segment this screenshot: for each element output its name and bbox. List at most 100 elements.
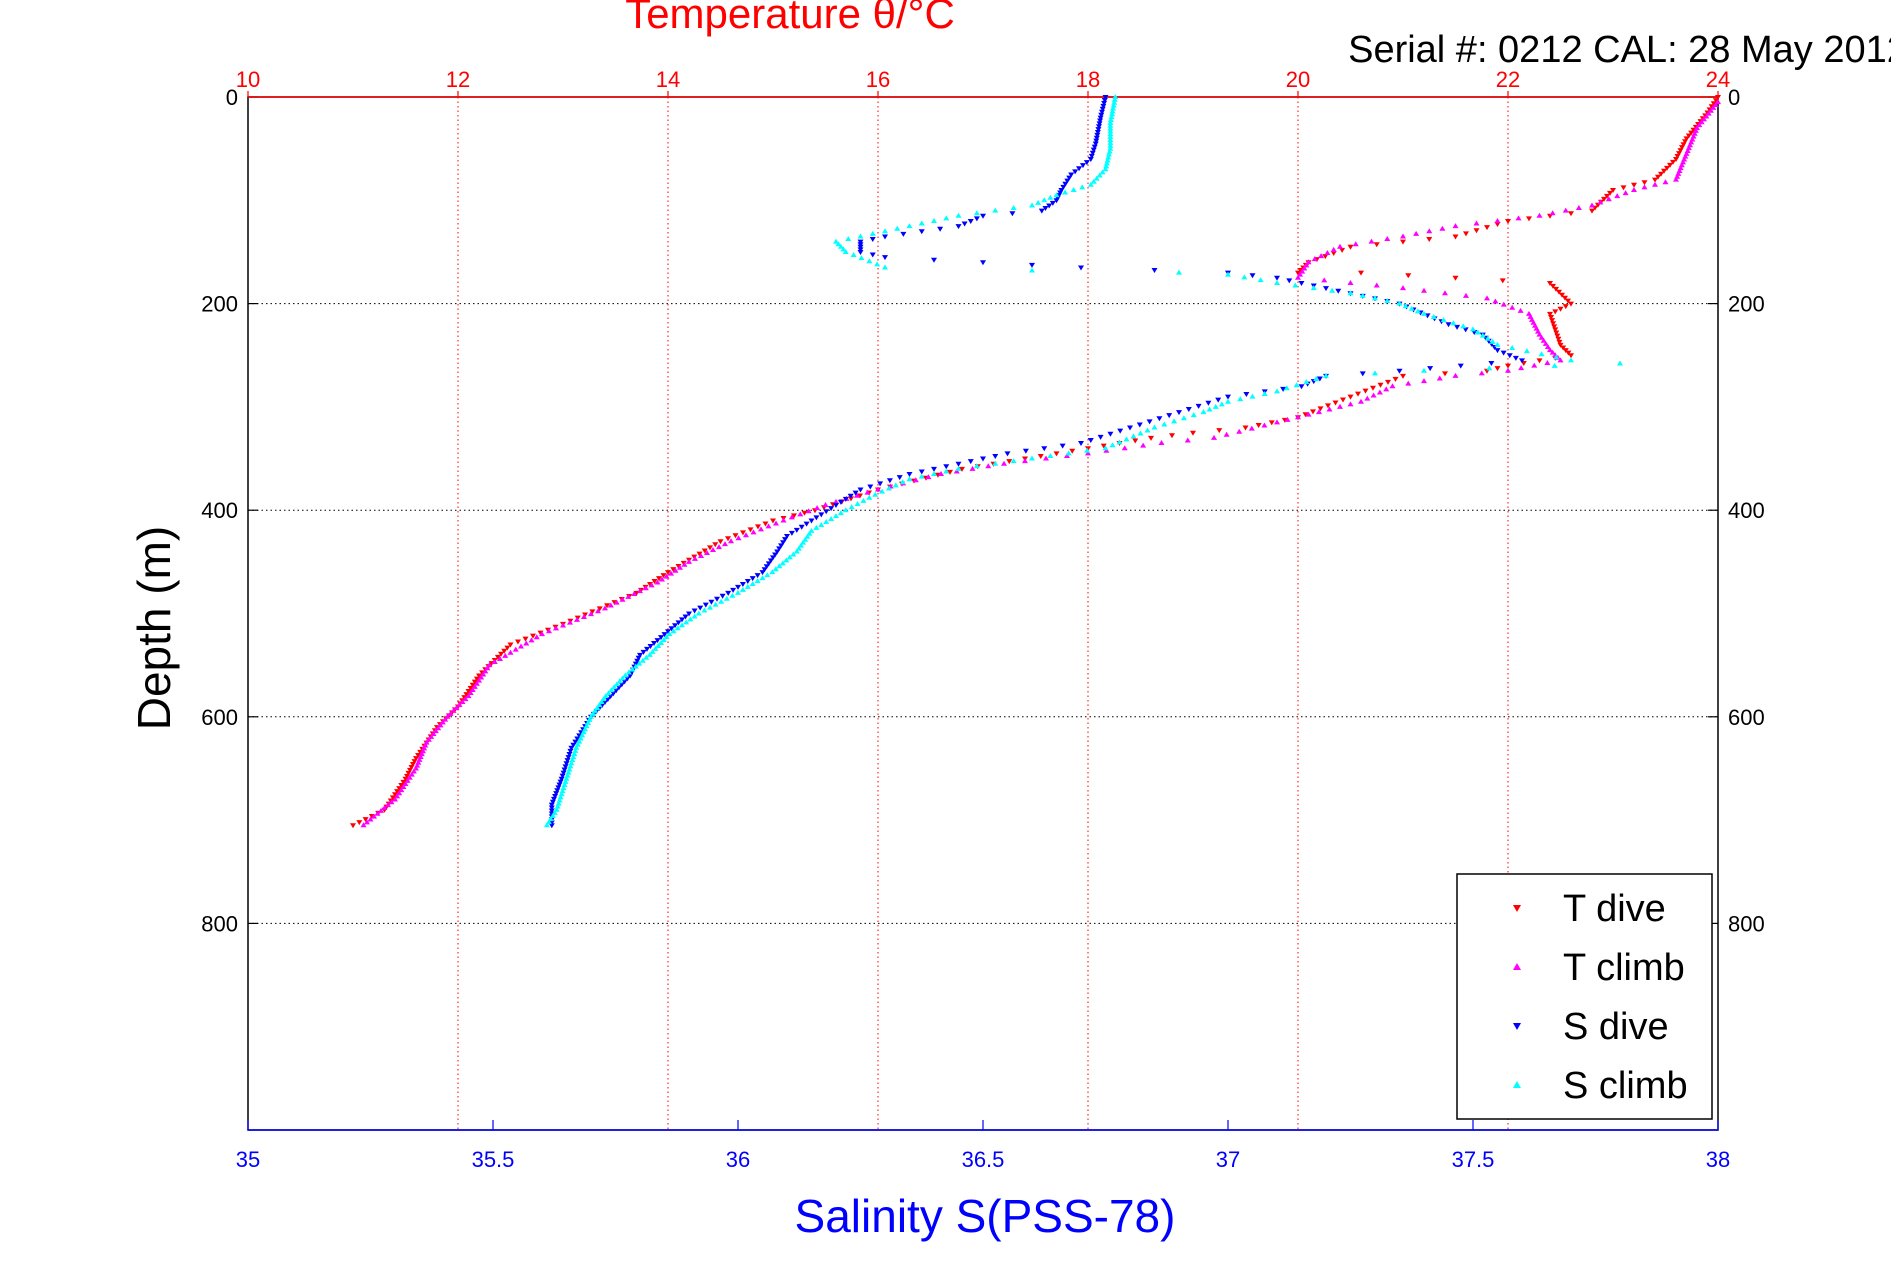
- data-point: [1519, 358, 1525, 364]
- data-point: [589, 609, 596, 615]
- data-point: [1559, 292, 1565, 298]
- data-point: [857, 233, 864, 239]
- data-point: [553, 791, 560, 797]
- data-point: [1242, 425, 1249, 431]
- data-point: [652, 645, 659, 651]
- data-point: [1166, 413, 1173, 419]
- data-point: [1305, 411, 1312, 417]
- data-point: [1385, 379, 1391, 385]
- data-point: [1062, 189, 1069, 195]
- data-point: [629, 666, 636, 672]
- data-point: [1156, 416, 1163, 422]
- data-point: [1479, 332, 1486, 338]
- data-point: [813, 524, 820, 530]
- data-point: [1712, 98, 1719, 104]
- data-point: [1703, 113, 1710, 119]
- data-point: [677, 564, 683, 570]
- data-point: [701, 548, 708, 554]
- data-point: [906, 223, 913, 229]
- data-point: [1249, 273, 1256, 279]
- salinity-tick-label: 37: [1216, 1147, 1240, 1172]
- data-point: [1494, 222, 1501, 228]
- data-point: [1604, 193, 1610, 199]
- data-point: [828, 516, 835, 522]
- data-point: [698, 552, 704, 558]
- data-point: [1064, 452, 1070, 458]
- data-point: [1022, 448, 1029, 454]
- data-point: [539, 631, 545, 637]
- data-point: [885, 485, 892, 491]
- data-point: [806, 530, 813, 536]
- data-point: [1274, 275, 1280, 281]
- data-point: [1110, 102, 1117, 108]
- data-point: [1452, 234, 1459, 240]
- data-point: [611, 684, 618, 690]
- data-point: [739, 586, 746, 592]
- data-point: [1029, 202, 1035, 208]
- data-point: [604, 697, 611, 703]
- legend-marker-t-climb: [1513, 963, 1521, 970]
- data-point: [459, 699, 466, 705]
- data-point: [1302, 412, 1309, 418]
- data-point: [1105, 154, 1112, 160]
- data-point: [959, 466, 965, 472]
- data-point: [670, 628, 677, 634]
- data-point: [682, 614, 689, 620]
- data-point: [646, 651, 653, 657]
- data-point: [969, 465, 976, 471]
- data-point: [394, 789, 401, 795]
- data-point: [1551, 324, 1558, 330]
- data-point: [1099, 106, 1106, 112]
- data-point: [1108, 114, 1115, 120]
- data-point: [566, 751, 573, 757]
- data-point: [848, 496, 854, 502]
- data-point: [1076, 166, 1083, 172]
- data-point: [1552, 327, 1559, 333]
- data-point: [1206, 406, 1213, 412]
- data-point: [1494, 366, 1501, 372]
- data-point: [1450, 320, 1457, 326]
- data-point: [852, 490, 859, 496]
- data-point: [1347, 394, 1354, 400]
- data-point: [658, 640, 664, 646]
- legend-marker-s-dive: [1513, 1023, 1521, 1030]
- data-point: [618, 682, 625, 688]
- data-point: [444, 713, 451, 719]
- data-point: [576, 733, 583, 739]
- data-point: [404, 777, 411, 783]
- data-point: [668, 626, 675, 632]
- data-point: [1043, 455, 1049, 461]
- data-point: [1517, 307, 1524, 313]
- data-point: [1107, 125, 1114, 131]
- y-axis-title-depth: Depth (m): [128, 526, 180, 730]
- data-point: [691, 608, 698, 614]
- data-point: [1097, 118, 1104, 124]
- data-point: [1509, 304, 1516, 310]
- data-point: [1099, 169, 1106, 175]
- data-point: [1176, 410, 1182, 416]
- data-point: [1568, 357, 1574, 363]
- data-point: [1099, 109, 1105, 115]
- data-point: [813, 515, 820, 521]
- data-point: [632, 663, 639, 669]
- data-point: [619, 596, 626, 602]
- data-point: [1326, 406, 1333, 412]
- data-point: [453, 704, 460, 710]
- data-point: [1216, 428, 1223, 434]
- data-point: [725, 590, 732, 596]
- data-point: [551, 809, 558, 815]
- data-point: [480, 671, 487, 677]
- data-point: [1070, 186, 1077, 192]
- data-point: [1518, 365, 1525, 371]
- data-point: [918, 220, 925, 226]
- data-point: [1484, 225, 1490, 231]
- data-point: [608, 687, 615, 693]
- data-point: [663, 573, 670, 579]
- legend-label-t-dive: T dive: [1563, 888, 1666, 930]
- data-point: [1095, 124, 1102, 130]
- data-point: [672, 567, 679, 573]
- data-point: [364, 819, 370, 825]
- data-point: [967, 218, 974, 224]
- data-point: [1102, 166, 1109, 172]
- data-point: [1400, 233, 1406, 239]
